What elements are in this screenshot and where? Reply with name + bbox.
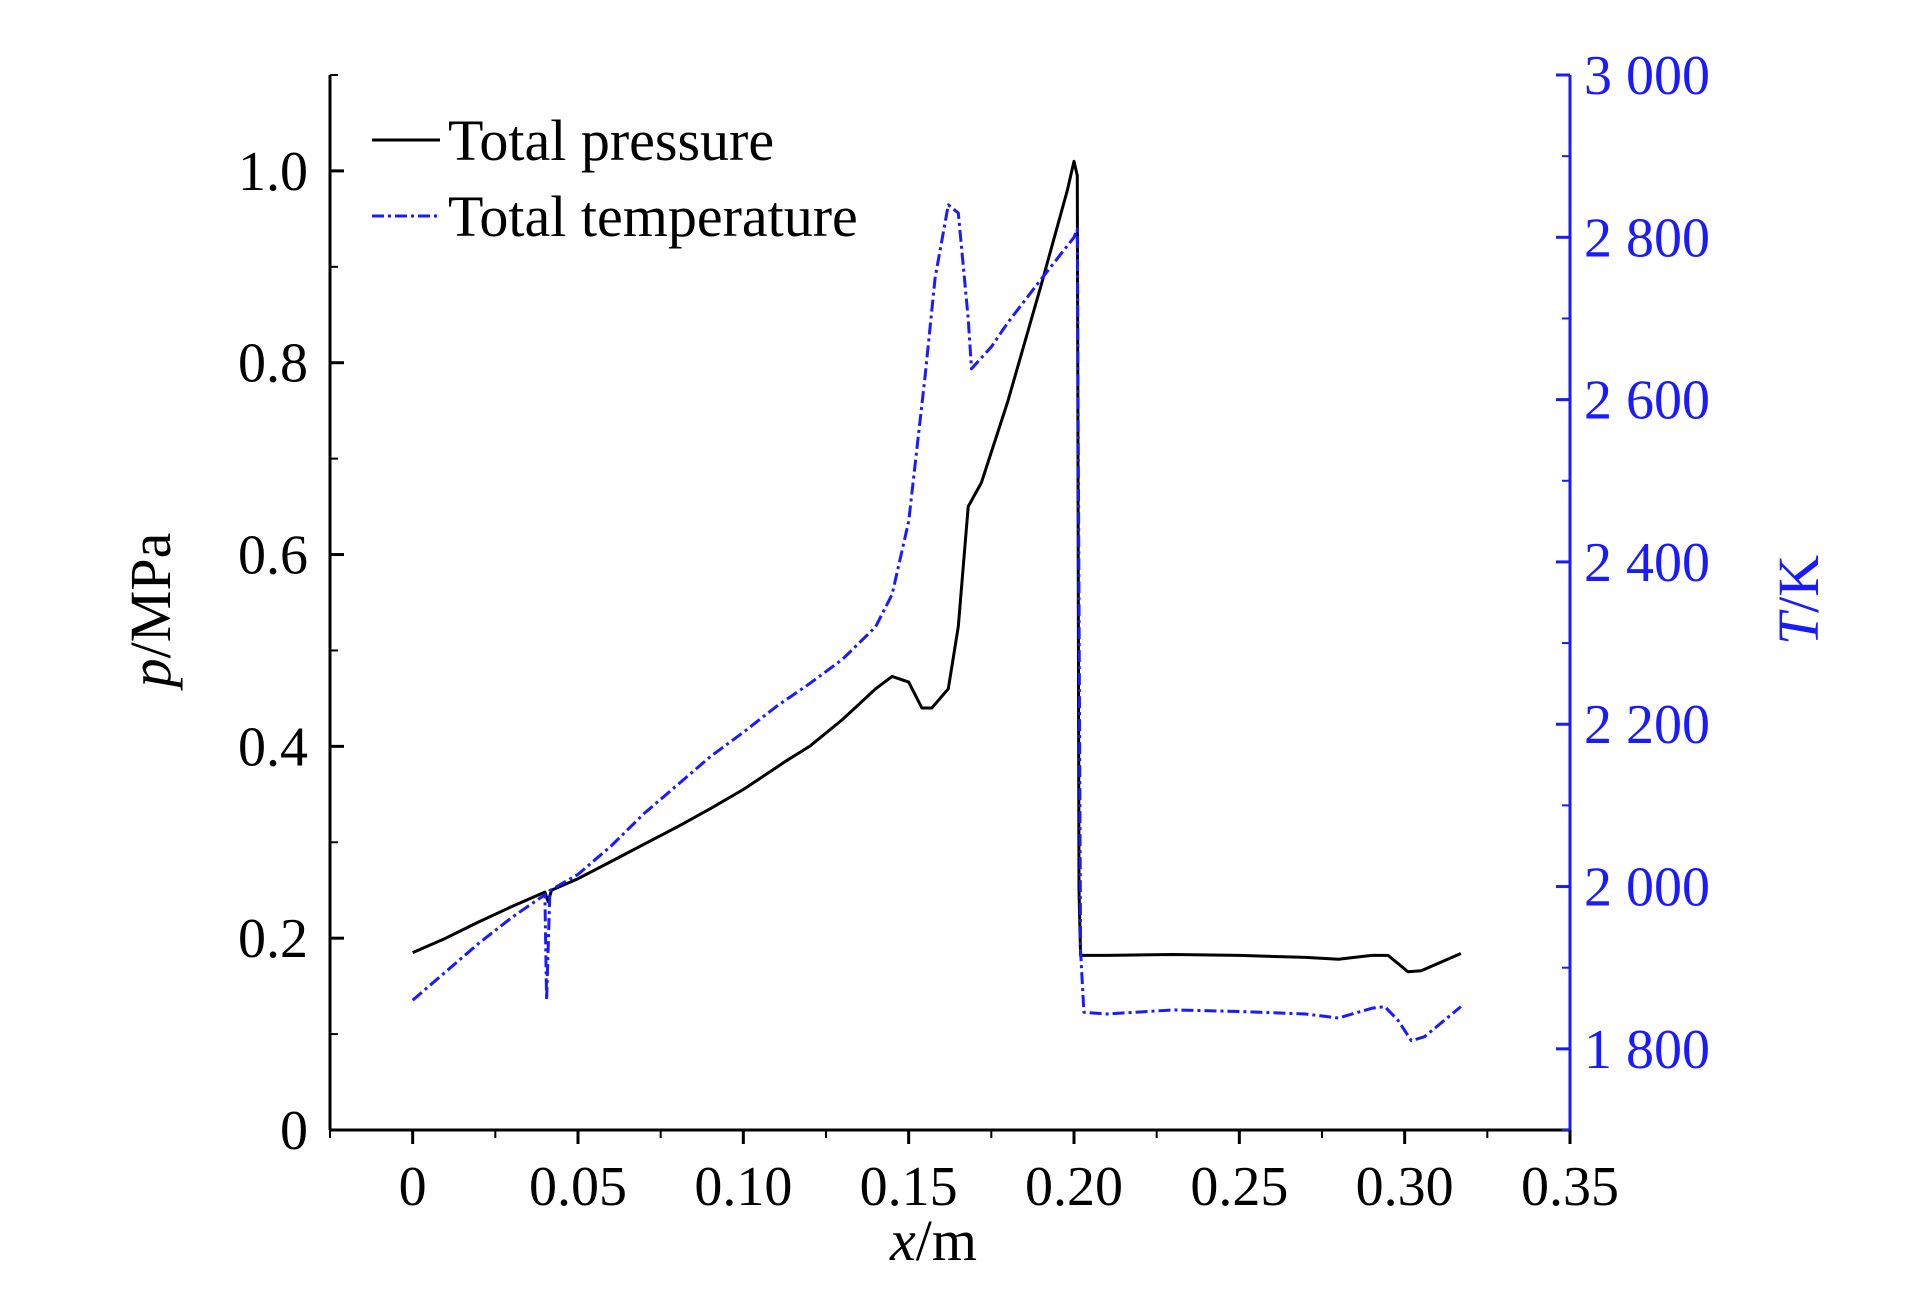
y-right-tick-label: 3 000 [1584,45,1710,107]
x-tick-label: 0.05 [529,1156,627,1218]
y-left-axis-variable: p [118,658,183,691]
y-left-tick-label: 0 [280,1100,308,1162]
y-right-tick-label: 2 000 [1584,857,1710,919]
y-right-tick-label: 2 200 [1584,694,1710,756]
y-left-axis-ticks: 0 0.2 0.4 0.6 0.8 1.0 [238,74,344,1162]
y-left-tick-label: 0.8 [238,333,308,395]
y-right-axis-variable: T [1766,609,1831,645]
series-total-temperature [411,203,1462,1043]
x-axis-ticks: 0 0.05 0.10 0.15 0.20 0.25 0.30 0.35 [329,1130,1619,1218]
y-left-tick-label: 1.0 [238,141,308,203]
x-axis-unit: /m [916,1208,977,1273]
y-left-tick-label: 0.2 [238,908,308,970]
x-tick-label: 0.35 [1521,1156,1619,1218]
x-axis-title: x/m [889,1208,977,1273]
y-right-tick-label: 2 400 [1584,532,1710,594]
y-right-axis-ticks: 1 800 2 000 2 200 2 400 2 600 2 800 3 000 [1556,45,1710,1131]
x-tick-label: 0.10 [694,1156,792,1218]
plot-frame [328,75,1572,1132]
y-left-axis-unit: /MPa [118,533,183,659]
series-total-pressure [412,159,1462,974]
y-left-tick-label: 0.6 [238,525,308,587]
legend-temperature-label: Total temperature [448,184,858,249]
x-tick-label: 0.15 [860,1156,958,1218]
y-right-axis-title: T/K [1766,555,1831,645]
y-right-axis-unit: /K [1766,555,1831,613]
y-right-tick-label: 1 800 [1584,1019,1710,1081]
y-right-tick-label: 2 600 [1584,370,1710,432]
x-tick-label: 0.25 [1190,1156,1288,1218]
y-left-tick-label: 0.4 [238,716,308,778]
x-tick-label: 0.30 [1356,1156,1454,1218]
y-right-tick-label: 2 800 [1584,207,1710,269]
x-tick-label: 0 [399,1156,427,1218]
legend-pressure-label: Total pressure [448,108,774,173]
legend: Total pressure Total temperature [372,108,858,249]
y-left-axis-title: p/MPa [118,533,183,692]
series-layer [411,159,1462,1043]
x-axis-variable: x [889,1208,916,1273]
x-tick-label: 0.20 [1025,1156,1123,1218]
